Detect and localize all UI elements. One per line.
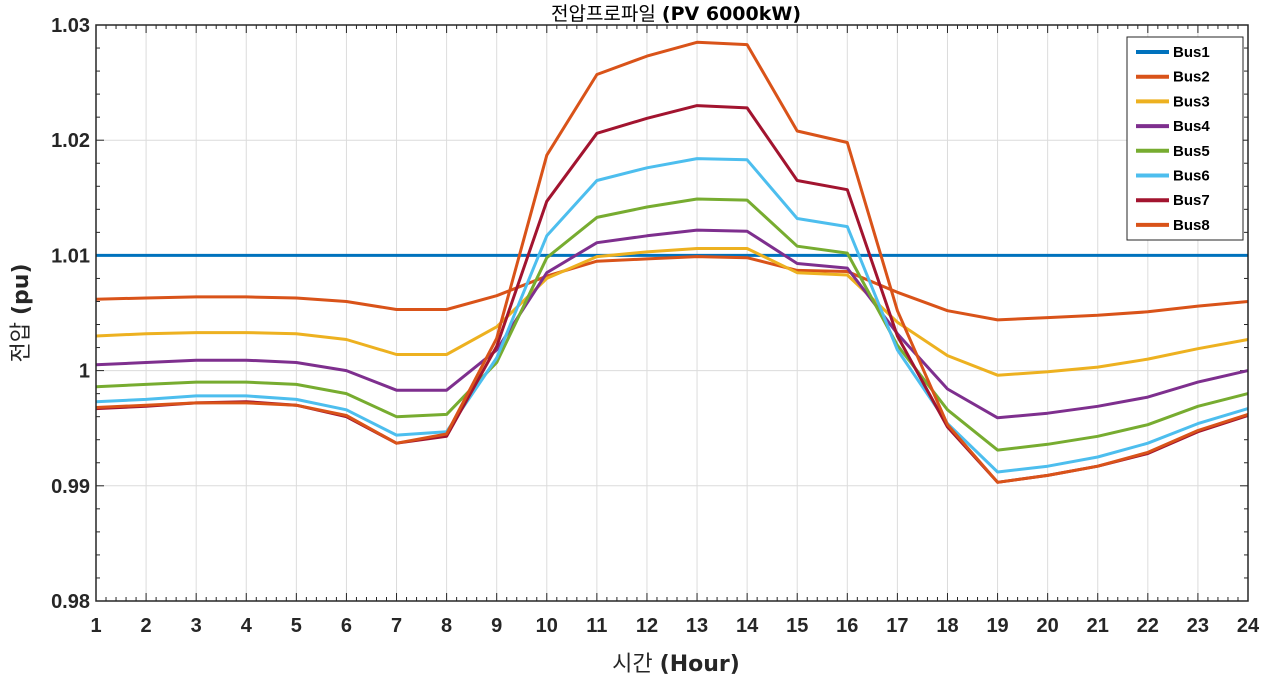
y-tick-label: 1 <box>79 361 90 383</box>
legend-label-bus8: Bus8 <box>1173 217 1210 234</box>
x-tick-label: 2 <box>141 615 152 637</box>
x-tick-label: 4 <box>241 615 253 637</box>
series-line-bus4 <box>95 228 1249 420</box>
y-tick-label: 0.99 <box>51 476 90 498</box>
series-layer <box>95 40 1249 484</box>
x-tick-label: 17 <box>886 615 908 637</box>
series-line-bus5 <box>95 197 1249 452</box>
chart-title-bold: (PV 6000kW) <box>662 3 801 25</box>
y-tick-label: 0.98 <box>51 591 90 613</box>
x-tick-label: 14 <box>736 615 759 637</box>
legend: Bus1 Bus2 Bus3 Bus4 Bus5 Bus6 Bus7 Bus8 <box>1126 36 1244 241</box>
legend-box <box>1126 36 1244 241</box>
x-axis-label-bold: (Hour) <box>660 652 740 677</box>
x-tick-label: 3 <box>191 615 202 637</box>
x-tick-label: 23 <box>1187 615 1209 637</box>
x-tick-label: 12 <box>636 615 658 637</box>
x-tick-label: 5 <box>291 615 302 637</box>
x-tick-label: 11 <box>586 615 607 637</box>
x-tick-label: 20 <box>1037 615 1059 637</box>
x-tick-label: 1 <box>90 615 101 637</box>
chart-title-prefix: 전압프로파일 <box>551 3 656 25</box>
x-tick-label: 24 <box>1237 615 1260 637</box>
series-line-bus2 <box>95 255 1249 322</box>
x-axis-label-prefix: 시간 <box>612 652 652 677</box>
x-tick-label: 8 <box>441 615 452 637</box>
x-tick-label: 9 <box>491 615 502 637</box>
series-line-bus3 <box>95 247 1249 377</box>
plot-area <box>96 25 1248 601</box>
series-line-bus8 <box>95 40 1249 484</box>
series-line-bus6 <box>95 157 1249 474</box>
y-tick-label: 1.01 <box>51 245 90 267</box>
x-tick-label: 10 <box>536 615 558 637</box>
x-tick-label: 21 <box>1087 615 1109 637</box>
legend-label-bus5: Bus5 <box>1173 143 1210 160</box>
y-axis-label-bold: (pu) <box>9 263 34 315</box>
legend-label-bus6: Bus6 <box>1173 168 1210 185</box>
y-tick-labels: 0.98 0.99 1 1.01 1.02 1.03 <box>51 15 90 613</box>
x-tick-label: 22 <box>1137 615 1159 637</box>
legend-label-bus2: Bus2 <box>1173 69 1210 86</box>
legend-label-bus7: Bus7 <box>1173 192 1210 209</box>
x-tick-labels: 1 2 3 4 5 6 7 8 9 10 11 12 13 14 15 16 17 18 19 20 21 22 23 24 <box>90 615 1260 637</box>
x-tick-label: 13 <box>686 615 708 637</box>
x-tick-label: 19 <box>986 615 1008 637</box>
x-tick-label: 18 <box>936 615 958 637</box>
legend-label-bus1: Bus1 <box>1173 44 1210 61</box>
y-tick-label: 1.02 <box>51 130 90 152</box>
x-tick-label: 15 <box>786 615 808 637</box>
chart-title: 전압프로파일 (PV 6000kW) <box>551 3 801 25</box>
x-tick-label: 6 <box>341 615 352 637</box>
x-axis-label: 시간 (Hour) <box>612 652 740 677</box>
y-tick-label: 1.03 <box>51 15 90 37</box>
x-tick-label: 16 <box>836 615 858 637</box>
legend-label-bus4: Bus4 <box>1173 118 1210 135</box>
plot-frame <box>95 24 1249 602</box>
y-axis-label-prefix: 전압 <box>9 322 34 362</box>
legend-label-bus3: Bus3 <box>1173 93 1210 110</box>
y-axis-label: 전압 (pu) <box>9 263 34 362</box>
x-tick-label: 7 <box>391 615 402 637</box>
